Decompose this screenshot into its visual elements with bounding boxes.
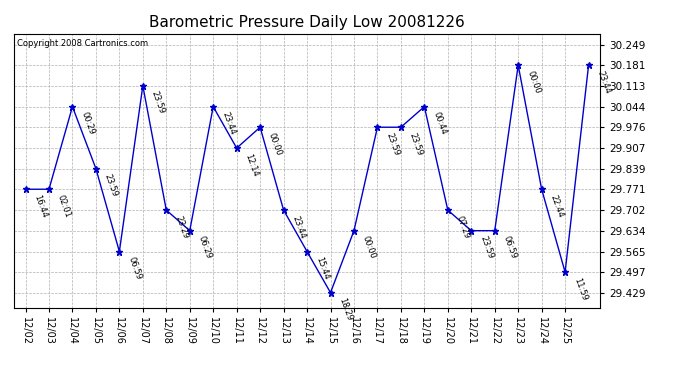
- Text: 18:29: 18:29: [337, 297, 354, 322]
- Text: 22:44: 22:44: [549, 194, 565, 219]
- Text: 07:29: 07:29: [455, 214, 471, 240]
- Text: 02:01: 02:01: [56, 194, 72, 219]
- Text: Copyright 2008 Cartronics.com: Copyright 2008 Cartronics.com: [17, 39, 148, 48]
- Text: 00:44: 00:44: [431, 111, 448, 136]
- Text: 06:29: 06:29: [197, 235, 213, 260]
- Text: 23:59: 23:59: [103, 173, 119, 198]
- Text: 00:00: 00:00: [361, 235, 377, 260]
- Text: 23:59: 23:59: [150, 90, 166, 116]
- Text: 23:44: 23:44: [220, 111, 237, 136]
- Text: 23:44: 23:44: [595, 69, 612, 95]
- Text: 12:14: 12:14: [244, 152, 260, 178]
- Text: 23:29: 23:29: [173, 214, 190, 240]
- Text: 15:44: 15:44: [314, 256, 331, 281]
- Text: 23:59: 23:59: [408, 131, 424, 157]
- Text: 23:44: 23:44: [290, 214, 307, 240]
- Text: 00:00: 00:00: [267, 131, 284, 157]
- Text: 06:59: 06:59: [126, 256, 143, 281]
- Text: 16:44: 16:44: [32, 194, 49, 219]
- Text: 23:59: 23:59: [384, 131, 401, 157]
- Text: 00:00: 00:00: [525, 69, 542, 95]
- Title: Barometric Pressure Daily Low 20081226: Barometric Pressure Daily Low 20081226: [149, 15, 465, 30]
- Text: 00:29: 00:29: [79, 111, 96, 136]
- Text: 23:59: 23:59: [478, 235, 495, 260]
- Text: 11:59: 11:59: [572, 276, 589, 302]
- Text: 06:59: 06:59: [502, 235, 518, 260]
